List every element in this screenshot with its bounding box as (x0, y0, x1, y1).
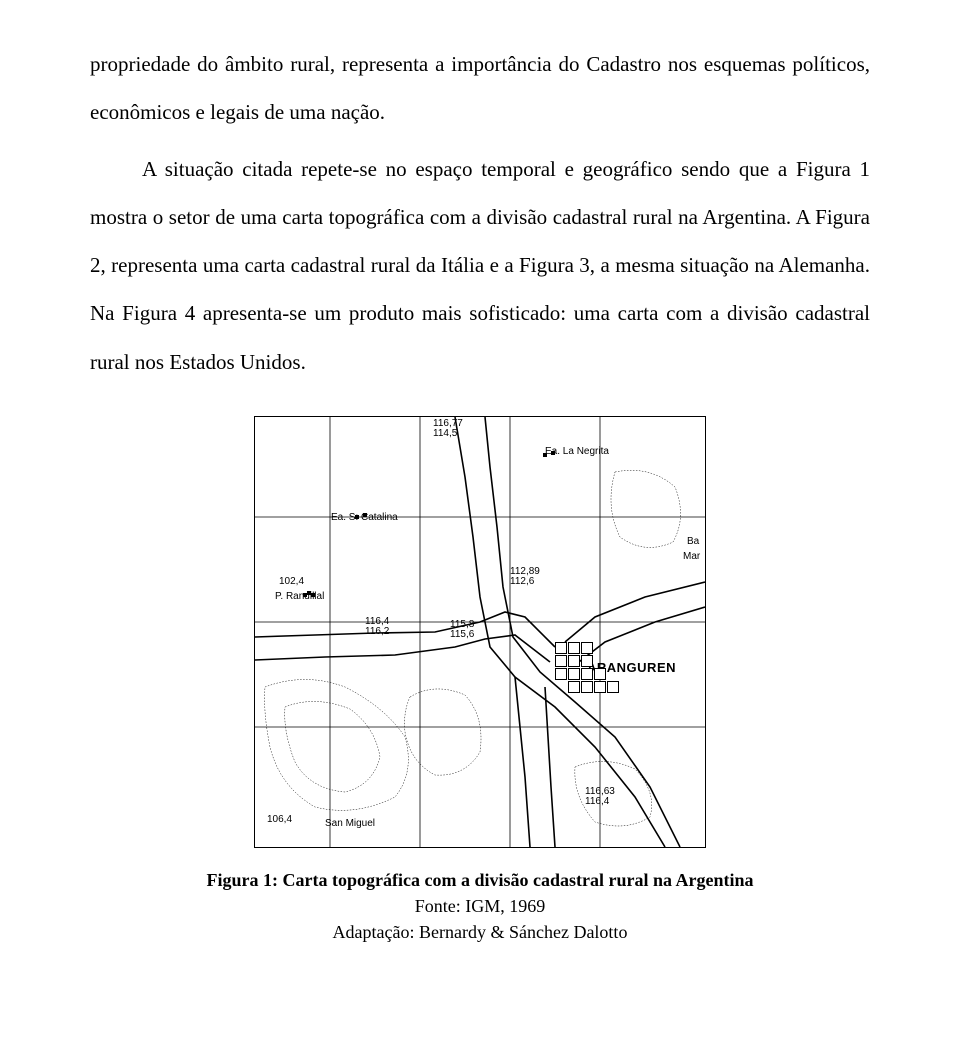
map-label: Mar (683, 552, 700, 563)
map-label: 116,4 (585, 797, 609, 808)
map-label: 102,4 (279, 577, 304, 588)
town-block (581, 668, 593, 680)
map-label: Ba (687, 537, 699, 548)
town-block (594, 681, 606, 693)
map-label: 112,6 (510, 577, 534, 588)
map-label: 106,4 (267, 815, 292, 826)
map-svg (255, 417, 705, 847)
map-point (543, 453, 547, 457)
town-block (568, 681, 580, 693)
town-block (568, 642, 580, 654)
map-label: San Miguel (325, 819, 375, 830)
town-block (594, 668, 606, 680)
paragraph-1: propriedade do âmbito rural, representa … (90, 40, 870, 137)
map-point (311, 593, 315, 597)
map-label: 114,5 (433, 429, 457, 440)
town-block (581, 642, 593, 654)
map-image: 116,77114,5Ea. La NegritaEa. S: Catalina… (254, 416, 706, 848)
map-point (363, 513, 367, 517)
town-block (568, 668, 580, 680)
town-block (607, 681, 619, 693)
town-block (568, 655, 580, 667)
town-block (555, 668, 567, 680)
map-label: P. Randillal (275, 592, 324, 603)
caption-title: Figura 1: Carta topográfica com a divisã… (207, 870, 754, 890)
map-point (551, 451, 555, 455)
figure-1: 116,77114,5Ea. La NegritaEa. S: Catalina… (90, 416, 870, 945)
map-label: 116,2 (365, 627, 389, 638)
map-point (355, 515, 359, 519)
map-label: 115,6 (450, 630, 474, 641)
caption-source: Fonte: IGM, 1969 (415, 896, 546, 916)
town-block (581, 681, 593, 693)
caption-adapt: Adaptação: Bernardy & Sánchez Dalotto (333, 922, 628, 942)
town-block (555, 655, 567, 667)
figure-caption: Figura 1: Carta topográfica com a divisã… (90, 867, 870, 945)
paragraph-2: A situação citada repete-se no espaço te… (90, 145, 870, 386)
town-block (581, 655, 593, 667)
town-block (555, 642, 567, 654)
